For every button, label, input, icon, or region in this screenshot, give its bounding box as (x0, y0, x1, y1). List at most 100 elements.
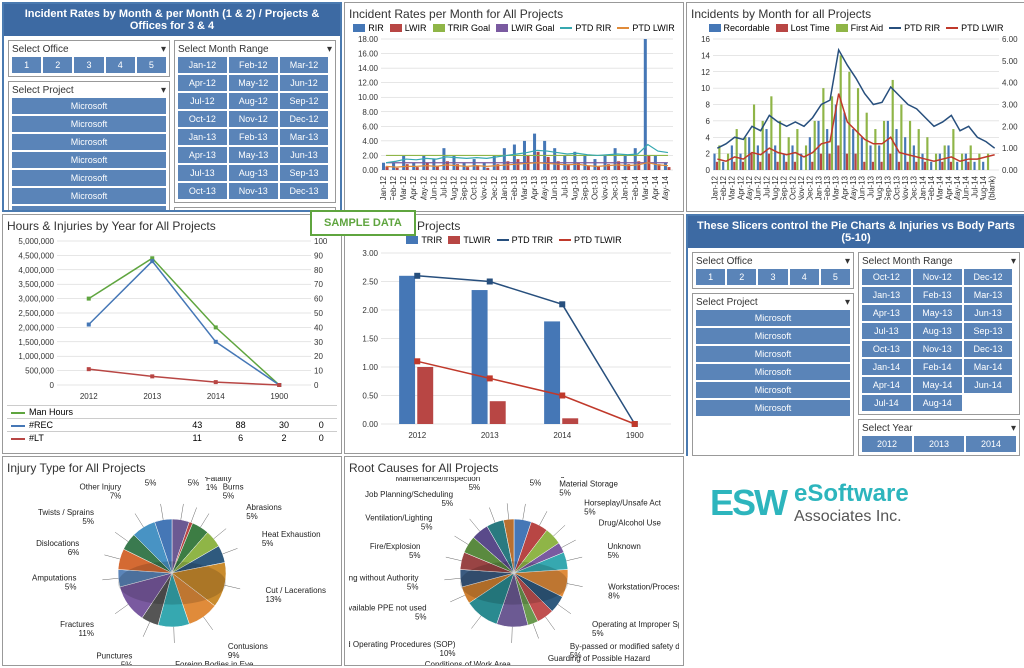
svg-text:3,000,000: 3,000,000 (18, 295, 54, 304)
legend-item: PTD RIR (889, 23, 940, 33)
filter-icon[interactable]: ▾ (1011, 423, 1016, 434)
slicer-button[interactable]: Microsoft (696, 382, 850, 398)
slicer-button[interactable]: Oct-13 (178, 183, 227, 199)
slicer-button[interactable]: 2 (727, 269, 756, 285)
slicer-button[interactable]: 5 (137, 57, 166, 73)
slicer-button[interactable]: Jun-13 (964, 305, 1013, 321)
slicer-button[interactable]: Jan-14 (862, 359, 911, 375)
slicer-button[interactable]: 1 (696, 269, 725, 285)
slicer-button[interactable]: May-14 (913, 377, 962, 393)
slicer-button[interactable]: 5 (821, 269, 850, 285)
slicer-button[interactable]: Feb-12 (229, 57, 278, 73)
slicer-button[interactable]: Microsoft (696, 346, 850, 362)
slicer-button[interactable]: Aug-13 (913, 323, 962, 339)
slicer-button[interactable]: Mar-13 (280, 129, 329, 145)
legend-item: PTD TLWIR (559, 235, 622, 245)
slicer-button[interactable]: Dec-13 (964, 341, 1013, 357)
slicer-button[interactable]: Jul-13 (178, 165, 227, 181)
slicer-button[interactable]: Microsoft (12, 116, 166, 132)
filter-icon[interactable]: ▾ (161, 44, 166, 55)
slicer-button[interactable]: Jun-13 (280, 147, 329, 163)
svg-text:5%: 5% (121, 660, 133, 665)
slicer-button[interactable]: Oct-12 (862, 269, 911, 285)
slicer-button[interactable]: Microsoft (12, 152, 166, 168)
filter-icon[interactable]: ▾ (1011, 256, 1016, 267)
slicer-button[interactable]: Microsoft (696, 328, 850, 344)
chart-hours-injuries-year: Hours & Injuries by Year for All Project… (2, 214, 342, 454)
slicer-button[interactable]: Aug-14 (913, 395, 962, 411)
slicer-button[interactable]: Nov-13 (229, 183, 278, 199)
svg-text:4.00: 4.00 (1002, 79, 1018, 88)
slicer-button[interactable]: Aug-13 (229, 165, 278, 181)
filter-icon[interactable]: ▾ (327, 44, 332, 55)
slicer-button[interactable]: Jun-14 (964, 377, 1013, 393)
slicer-button[interactable]: Microsoft (12, 206, 166, 210)
slicer-button[interactable]: Feb-14 (913, 359, 962, 375)
slicer-button[interactable]: May-12 (229, 75, 278, 91)
slicer-button[interactable]: Mar-13 (964, 287, 1013, 303)
slicer-button[interactable]: 2014 (966, 436, 1016, 452)
slicer-button[interactable]: Apr-14 (862, 377, 911, 393)
filter-icon[interactable]: ▾ (845, 256, 850, 267)
slicer-button[interactable]: Apr-13 (178, 147, 227, 163)
slicer-button[interactable]: Microsoft (12, 188, 166, 204)
svg-text:13%: 13% (265, 595, 281, 604)
slicer-button[interactable]: Mar-14 (964, 359, 1013, 375)
svg-text:5%: 5% (262, 539, 274, 548)
slicer-button[interactable]: 3 (74, 57, 103, 73)
slicer-button[interactable]: Jan-13 (862, 287, 911, 303)
slicer-button[interactable]: Jun-12 (280, 75, 329, 91)
slicer-button[interactable]: Aug-12 (229, 93, 278, 109)
slicer-button[interactable]: Jul-12 (178, 93, 227, 109)
svg-text:Feb-12: Feb-12 (719, 175, 728, 200)
slicer-button[interactable]: Sep-13 (280, 165, 329, 181)
svg-text:May-14: May-14 (661, 175, 670, 200)
svg-text:Apr-14: Apr-14 (944, 175, 953, 200)
svg-text:May-14: May-14 (953, 175, 962, 200)
slicer-button[interactable]: Dec-12 (964, 269, 1013, 285)
slicer-button[interactable]: Dec-12 (280, 111, 329, 127)
slicer-button[interactable]: 1 (12, 57, 41, 73)
filter-icon[interactable]: ▾ (845, 297, 850, 308)
slicer-button[interactable]: Sep-12 (280, 93, 329, 109)
slicer-button[interactable]: 4 (790, 269, 819, 285)
slicer-button[interactable]: 3 (758, 269, 787, 285)
slicer-button[interactable]: Sep-13 (964, 323, 1013, 339)
slicer-button[interactable]: Jan-12 (178, 57, 227, 73)
slicer-button[interactable]: Dec-13 (280, 183, 329, 199)
slicer-button[interactable]: 2 (43, 57, 72, 73)
slicer-button[interactable]: Nov-12 (913, 269, 962, 285)
slicer-button[interactable]: Mar-12 (280, 57, 329, 73)
slicer-button[interactable]: Feb-13 (229, 129, 278, 145)
slicer-button[interactable]: Nov-12 (229, 111, 278, 127)
slicer-button[interactable]: May-13 (913, 305, 962, 321)
right-col-2: These Slicers control the Pie Charts & I… (686, 214, 1024, 454)
slicer-button[interactable]: Apr-13 (862, 305, 911, 321)
slicer-button[interactable]: 2013 (914, 436, 964, 452)
slicer-button[interactable]: 2012 (862, 436, 912, 452)
filter-icon[interactable]: ▾ (161, 85, 166, 96)
svg-text:Jun-12: Jun-12 (429, 175, 438, 200)
slicer-button[interactable]: Jul-14 (862, 395, 911, 411)
slicer-button[interactable]: Jan-13 (178, 129, 227, 145)
slicer-button[interactable]: Nov-13 (913, 341, 962, 357)
slicer-button[interactable]: Microsoft (696, 364, 850, 380)
slicer-button[interactable]: May-13 (229, 147, 278, 163)
svg-text:0.00: 0.00 (1002, 166, 1018, 175)
slicer-button[interactable]: 4 (106, 57, 135, 73)
slicer-button[interactable]: Apr-12 (178, 75, 227, 91)
svg-text:5%: 5% (65, 582, 77, 591)
svg-text:5%: 5% (188, 478, 200, 487)
slicer-button[interactable]: Microsoft (12, 134, 166, 150)
svg-text:Ventilation/Lighting: Ventilation/Lighting (365, 513, 432, 522)
chart6-title: Root Causes for All Projects (349, 461, 679, 475)
svg-text:20: 20 (314, 352, 323, 361)
slicer-button[interactable]: Feb-13 (913, 287, 962, 303)
slicer-button[interactable]: Microsoft (12, 98, 166, 114)
slicer-button[interactable]: Microsoft (12, 170, 166, 186)
slicer-button[interactable]: Jul-13 (862, 323, 911, 339)
slicer-button[interactable]: Microsoft (696, 400, 850, 416)
slicer-button[interactable]: Oct-13 (862, 341, 911, 357)
slicer-button[interactable]: Oct-12 (178, 111, 227, 127)
slicer-button[interactable]: Microsoft (696, 310, 850, 326)
